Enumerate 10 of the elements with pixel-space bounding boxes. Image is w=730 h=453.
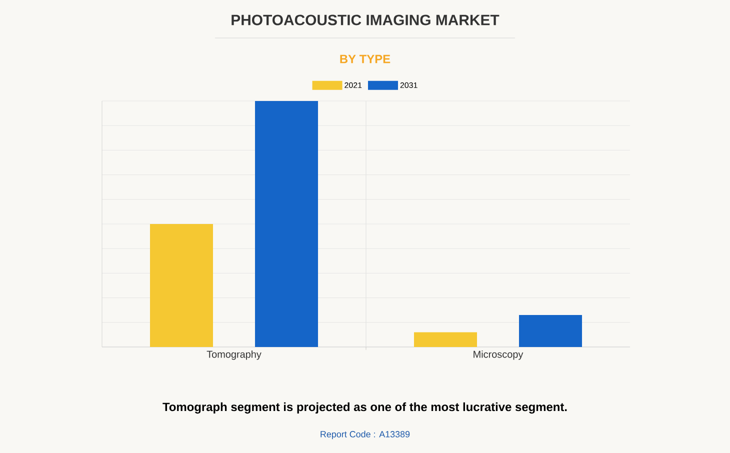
chart-subtitle: BY TYPE xyxy=(340,54,390,64)
bar xyxy=(414,332,478,347)
bar xyxy=(150,224,214,347)
chart-title: PHOTOACOUSTIC IMAGING MARKET xyxy=(232,14,500,26)
bar xyxy=(519,315,582,347)
text: Tomograph segment is projected as one of the most lucrative segment. xyxy=(162,402,567,414)
text: Report Code : A13389 xyxy=(320,430,410,440)
bar xyxy=(255,100,318,347)
x-tick-label: Microscopy xyxy=(474,350,524,360)
x-tick-label: Tomography xyxy=(206,350,262,360)
